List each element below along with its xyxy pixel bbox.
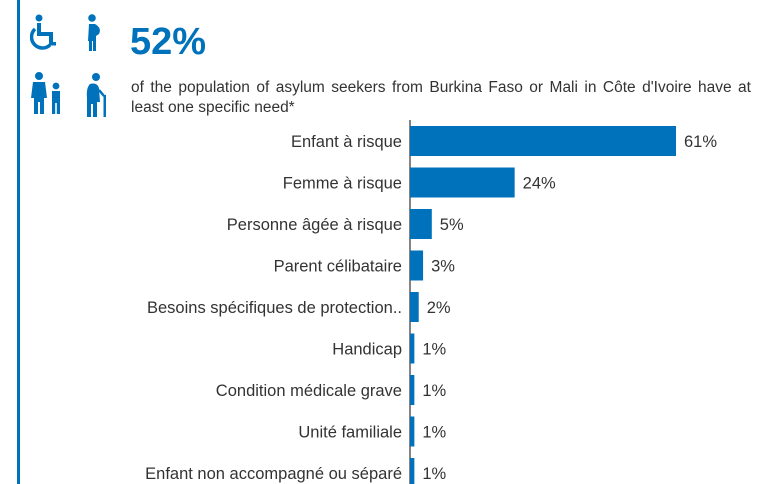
value-label: 1% [422,465,446,483]
headline-description: of the population of asylum seekers from… [131,79,751,116]
bar [410,292,419,322]
left-accent-rule [17,0,20,484]
wheelchair-icon [30,14,56,50]
value-label: 2% [427,299,451,317]
bar [410,167,515,198]
category-label: Handicap [332,341,402,359]
category-label: Femme à risque [283,175,402,193]
value-label: 1% [422,424,446,442]
elderly-person-icon [86,73,106,117]
bar [410,209,432,239]
specific-needs-bar-chart: Enfant à risque 61% Femme à risque 24% Perso… [145,120,717,484]
category-label: Enfant non accompagné ou séparé [145,465,402,483]
value-label: 5% [440,216,464,234]
value-label: 1% [422,341,446,359]
value-label: 1% [422,382,446,400]
category-label: Condition médicale grave [216,382,402,400]
bar [410,375,415,405]
value-label: 61% [684,133,717,151]
icon-group [30,14,110,124]
value-label: 24% [523,175,556,193]
category-label: Unité familiale [298,424,402,442]
value-label: 3% [431,258,455,276]
bar [410,126,676,156]
category-label: Parent célibataire [274,258,402,276]
category-label: Enfant à risque [291,133,402,151]
category-label: Besoins spécifiques de protection.. [147,299,402,317]
bar [410,416,415,447]
pregnant-woman-icon [88,14,100,51]
bar [410,333,415,364]
headline-percentage: 52% [130,21,207,63]
bar [410,458,415,484]
bar [410,250,424,281]
category-label: Personne âgée à risque [227,216,402,234]
adult-child-icon [31,72,60,114]
